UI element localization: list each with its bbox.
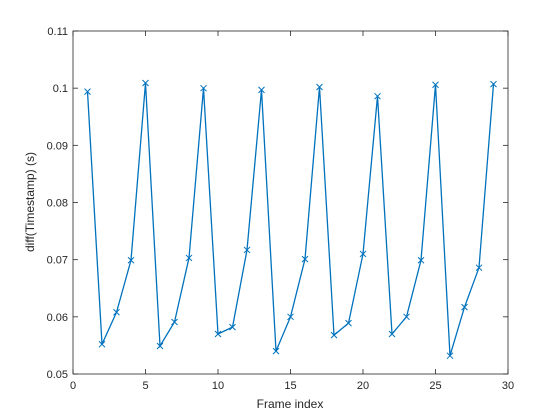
marker: [258, 86, 265, 94]
marker: [171, 318, 178, 326]
y-tick-label: 0.08: [47, 198, 68, 210]
marker: [243, 246, 251, 254]
y-tick-label: 0.1: [53, 83, 68, 95]
marker: [359, 250, 367, 258]
x-tick-label: 15: [284, 380, 296, 392]
y-tick-label: 0.07: [47, 255, 68, 267]
y-tick-label: 0.05: [47, 369, 68, 381]
x-tick-label: 0: [70, 380, 76, 392]
marker: [301, 255, 309, 263]
y-axis-label: diff(Timestamp) (s): [23, 152, 37, 252]
y-tick-label: 0.06: [47, 312, 68, 324]
marker: [446, 352, 454, 360]
marker: [403, 313, 410, 321]
y-tick-label: 0.09: [47, 140, 68, 152]
y-tick-label: 0.11: [47, 26, 68, 38]
marker: [316, 83, 323, 91]
marker: [200, 84, 207, 92]
marker: [345, 319, 352, 327]
marker: [287, 313, 294, 321]
marker: [272, 347, 280, 355]
x-tick-label: 30: [502, 380, 514, 392]
marker: [142, 79, 149, 87]
marker: [185, 254, 193, 262]
marker: [84, 88, 91, 95]
marker: [214, 330, 222, 338]
marker: [98, 340, 106, 348]
marker: [229, 323, 236, 331]
marker: [432, 81, 439, 89]
plot-area: [72, 30, 509, 375]
marker: [113, 308, 120, 316]
marker: [330, 331, 338, 339]
x-tick-label: 25: [429, 380, 441, 392]
x-axis-label: Frame index: [257, 397, 324, 411]
marker: [127, 256, 135, 264]
marker: [374, 92, 381, 100]
marker: [475, 264, 483, 272]
x-tick-label: 20: [357, 380, 369, 392]
x-tick-label: 10: [212, 380, 224, 392]
marker: [417, 256, 425, 264]
marker: [156, 342, 164, 350]
marker: [461, 303, 468, 311]
marker: [388, 330, 396, 338]
marker: [490, 80, 497, 88]
x-tick-label: 5: [142, 380, 148, 392]
